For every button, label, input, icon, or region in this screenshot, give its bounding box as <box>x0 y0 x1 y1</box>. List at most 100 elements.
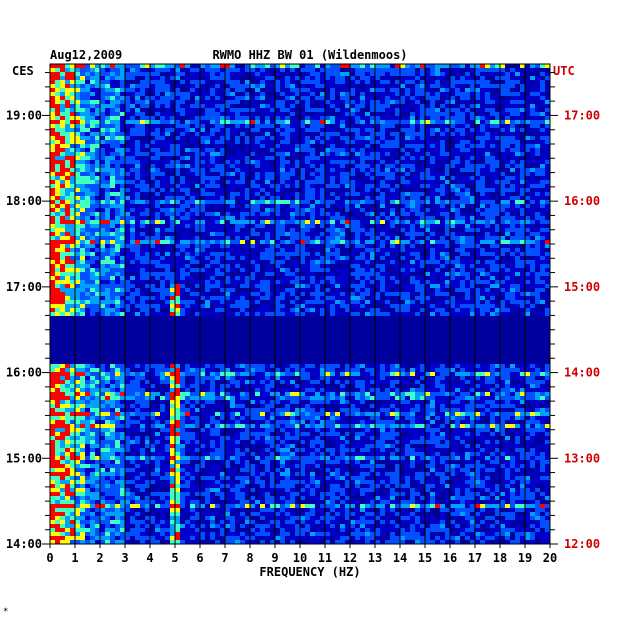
spectrogram-cell <box>495 244 500 248</box>
spectrogram-cell <box>420 240 425 244</box>
spectrogram-cell <box>145 184 150 188</box>
spectrogram-cell <box>330 232 335 236</box>
spectrogram-cell <box>485 284 490 288</box>
spectrogram-cell <box>350 84 355 88</box>
spectrogram-cell <box>50 288 55 292</box>
spectrogram-cell <box>455 164 460 168</box>
spectrogram-cell <box>115 184 120 188</box>
spectrogram-cell <box>50 136 55 140</box>
spectrogram-cell <box>530 248 535 252</box>
spectrogram-cell <box>245 116 250 120</box>
spectrogram-cell <box>295 72 300 76</box>
spectrogram-cell <box>330 76 335 80</box>
spectrogram-cell <box>105 224 110 228</box>
spectrogram-cell <box>500 184 505 188</box>
spectrogram-cell <box>145 128 150 132</box>
spectrogram-cell <box>325 244 330 248</box>
spectrogram-cell <box>315 180 320 184</box>
spectrogram-cell <box>290 100 295 104</box>
spectrogram-cell <box>495 164 500 168</box>
spectrogram-cell <box>480 84 485 88</box>
spectrogram-cell <box>500 264 505 268</box>
spectrogram-cell <box>455 92 460 96</box>
spectrogram-cell <box>115 236 120 240</box>
spectrogram-cell <box>425 256 430 260</box>
spectrogram-cell <box>215 80 220 84</box>
spectrogram-cell <box>390 108 395 112</box>
spectrogram-cell <box>285 176 290 180</box>
spectrogram-cell <box>480 104 485 108</box>
spectrogram-cell <box>365 68 370 72</box>
spectrogram-cell <box>145 68 150 72</box>
spectrogram-cell <box>285 292 290 296</box>
spectrogram-cell <box>405 268 410 272</box>
spectrogram-cell <box>135 280 140 284</box>
spectrogram-cell <box>105 116 110 120</box>
spectrogram-cell <box>50 280 55 284</box>
spectrogram-cell <box>490 220 495 224</box>
spectrogram-cell <box>55 276 60 280</box>
spectrogram-cell <box>55 220 60 224</box>
spectrogram-cell <box>170 164 175 168</box>
spectrogram-cell <box>500 108 505 112</box>
spectrogram-cell <box>490 296 495 300</box>
spectrogram-cell <box>415 176 420 180</box>
spectrogram-cell <box>50 144 55 148</box>
spectrogram-cell <box>500 72 505 76</box>
spectrogram-cell <box>485 100 490 104</box>
spectrogram-cell <box>100 228 105 232</box>
spectrogram-cell <box>125 304 130 308</box>
spectrogram-cell <box>345 268 350 272</box>
spectrogram-cell <box>540 88 545 92</box>
spectrogram-cell <box>325 68 330 72</box>
spectrogram-cell <box>305 140 310 144</box>
spectrogram-cell <box>315 80 320 84</box>
spectrogram-cell <box>290 180 295 184</box>
spectrogram-cell <box>315 288 320 292</box>
spectrogram-cell <box>510 160 515 164</box>
spectrogram-cell <box>245 196 250 200</box>
spectrogram-cell <box>335 236 340 240</box>
spectrogram-cell <box>80 268 85 272</box>
spectrogram-cell <box>365 268 370 272</box>
spectrogram-cell <box>240 116 245 120</box>
spectrogram-cell <box>265 136 270 140</box>
spectrogram-cell <box>475 164 480 168</box>
spectrogram-cell <box>540 200 545 204</box>
spectrogram-cell <box>350 200 355 204</box>
spectrogram-cell <box>455 192 460 196</box>
spectrogram-cell <box>300 120 305 124</box>
spectrogram-cell <box>505 232 510 236</box>
spectrogram-cell <box>65 96 70 100</box>
spectrogram-cell <box>280 252 285 256</box>
spectrogram-cell <box>470 84 475 88</box>
spectrogram-cell <box>460 296 465 300</box>
spectrogram-cell <box>430 148 435 152</box>
spectrogram-cell <box>540 224 545 228</box>
spectrogram-cell <box>355 72 360 76</box>
spectrogram-cell <box>285 208 290 212</box>
spectrogram-cell <box>55 300 60 304</box>
spectrogram-cell <box>405 172 410 176</box>
spectrogram-cell <box>545 244 550 248</box>
spectrogram-cell <box>210 68 215 72</box>
spectrogram-cell <box>55 272 60 276</box>
spectrogram-cell <box>165 132 170 136</box>
spectrogram-cell <box>55 216 60 220</box>
spectrogram-cell <box>520 212 525 216</box>
spectrogram-cell <box>455 188 460 192</box>
spectrogram-cell <box>480 144 485 148</box>
spectrogram-cell <box>500 208 505 212</box>
spectrogram-cell <box>320 124 325 128</box>
spectrogram-cell <box>260 96 265 100</box>
spectrogram-cell <box>195 132 200 136</box>
spectrogram-cell <box>305 300 310 304</box>
spectrogram-cell <box>400 208 405 212</box>
spectrogram-cell <box>90 212 95 216</box>
spectrogram-cell <box>545 64 550 68</box>
spectrogram-cell <box>190 196 195 200</box>
spectrogram-cell <box>90 168 95 172</box>
spectrogram-cell <box>365 176 370 180</box>
spectrogram-cell <box>545 176 550 180</box>
spectrogram-cell <box>185 220 190 224</box>
